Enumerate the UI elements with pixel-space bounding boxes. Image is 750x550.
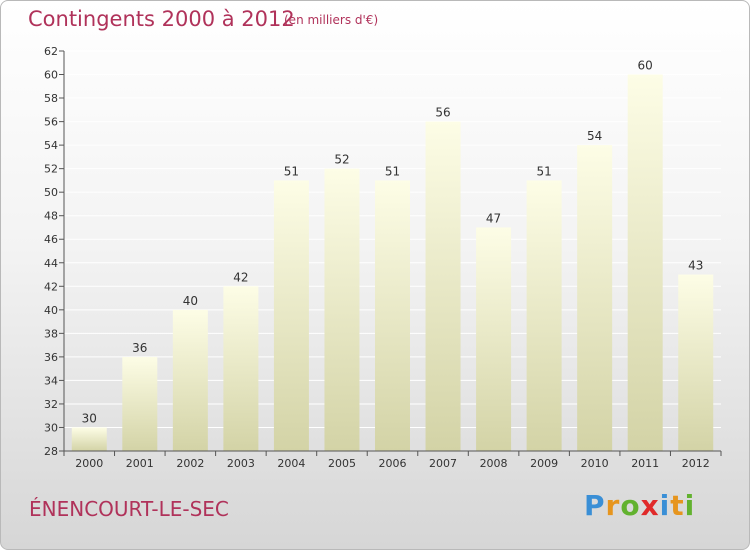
x-tick-label: 2001 [126, 457, 154, 470]
bar [627, 74, 663, 451]
bars [71, 74, 714, 452]
data-label: 60 [638, 59, 653, 73]
x-tick-label: 2000 [75, 457, 103, 470]
bar [172, 309, 208, 451]
bar [223, 286, 259, 451]
y-tick-label: 50 [44, 186, 58, 199]
logo-letter: P [584, 489, 606, 522]
bar [678, 274, 714, 451]
y-tick-label: 32 [44, 398, 58, 411]
logo-letter: r [605, 489, 621, 522]
bar [476, 227, 512, 451]
chart-title: Contingents 2000 à 2012 [28, 7, 295, 31]
data-label: 40 [183, 294, 198, 308]
y-tick-label: 58 [44, 92, 58, 105]
proxiti-logo: Proxiti [584, 489, 695, 522]
bar [577, 145, 613, 451]
y-tick-label: 30 [44, 421, 58, 434]
data-label: 47 [486, 211, 501, 225]
y-tick-label: 40 [44, 304, 58, 317]
data-label: 51 [385, 164, 400, 178]
x-tick-label: 2009 [530, 457, 558, 470]
bar [425, 121, 461, 452]
x-tick-label: 2011 [631, 457, 659, 470]
bar [273, 180, 309, 452]
y-tick-label: 28 [44, 445, 58, 458]
logo-letter: i [659, 489, 671, 522]
data-label: 42 [233, 270, 248, 284]
x-tick-label: 2004 [277, 457, 305, 470]
logo-letter: i [684, 489, 696, 522]
y-tick-label: 60 [44, 69, 58, 82]
data-label: 43 [688, 259, 703, 273]
logo-letter: x [640, 489, 660, 522]
x-tick-label: 2008 [480, 457, 508, 470]
y-tick-label: 36 [44, 351, 58, 364]
x-tick-label: 2010 [581, 457, 609, 470]
data-label: 30 [82, 411, 97, 425]
x-tick-label: 2006 [379, 457, 407, 470]
data-label: 51 [284, 164, 299, 178]
bar [122, 356, 158, 451]
x-tick-label: 2007 [429, 457, 457, 470]
y-tick-label: 44 [44, 257, 58, 270]
logo-letter: t [670, 489, 685, 522]
bar [71, 427, 107, 451]
y-tick-label: 46 [44, 233, 58, 246]
y-tick-label: 34 [44, 374, 58, 387]
bar [324, 168, 360, 451]
y-tick-label: 56 [44, 116, 58, 129]
commune-name: ÉNENCOURT-LE-SEC [29, 497, 229, 521]
y-tick-label: 52 [44, 163, 58, 176]
y-tick-label: 38 [44, 327, 58, 340]
bar [526, 180, 562, 452]
y-tick-label: 54 [44, 139, 58, 152]
data-label: 51 [536, 164, 551, 178]
data-label: 52 [334, 153, 349, 167]
chart-subtitle: (en milliers d'€) [284, 13, 379, 27]
y-tick-label: 48 [44, 210, 58, 223]
y-axis: 28 30 32 34 36 38 40 42 44 46 48 50 52 54 56 58 60 62 [44, 45, 65, 458]
data-label: 54 [587, 129, 602, 143]
x-tick-label: 2012 [682, 457, 710, 470]
x-tick-label: 2005 [328, 457, 356, 470]
data-labels: 30 36 40 42 51 52 51 56 47 51 54 60 43 [82, 59, 704, 426]
y-tick-label: 62 [44, 45, 58, 58]
x-axis: 2000 2001 2002 2003 2004 2005 2006 2007 2008 2009… [63, 450, 722, 470]
x-tick-label: 2003 [227, 457, 255, 470]
bar [375, 180, 410, 452]
data-label: 56 [435, 106, 450, 120]
x-tick-label: 2002 [176, 457, 204, 470]
data-label: 36 [132, 341, 147, 355]
y-tick-label: 42 [44, 280, 58, 293]
logo-letter: o [620, 489, 641, 522]
